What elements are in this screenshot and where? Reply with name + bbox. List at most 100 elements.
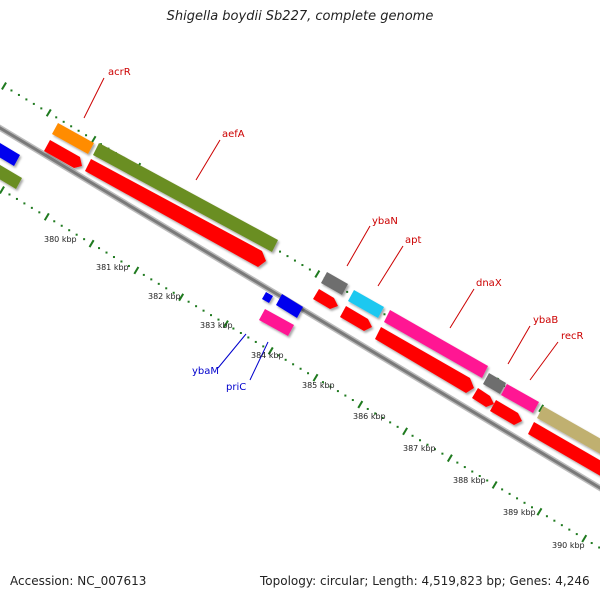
scale-dot (530, 506, 533, 509)
topology-text: Topology: circular; Length: 4,519,823 bp… (260, 574, 590, 588)
scale-dot (150, 278, 153, 281)
scale-dot (105, 251, 108, 254)
gene-recR[interactable] (501, 384, 539, 413)
scale-dot (30, 206, 33, 209)
gene-priC[interactable] (259, 309, 294, 336)
scale-dot (217, 318, 220, 321)
label-leaders (83, 77, 559, 381)
scale-dot (516, 497, 519, 500)
scale-dot (508, 492, 511, 495)
scale-dot (523, 501, 526, 504)
scale-dot (598, 546, 600, 549)
scale-dot (463, 466, 466, 469)
scale-tick (0, 186, 5, 194)
scale-dot (142, 273, 145, 276)
scale-dot (321, 381, 324, 384)
scale-dot (10, 89, 13, 92)
scale-tick (538, 404, 545, 413)
scale-dot (17, 93, 20, 96)
scale-tick (88, 239, 95, 248)
scale-dot (471, 470, 474, 473)
gene-dnaX[interactable] (384, 310, 488, 378)
scale-dot (381, 416, 384, 419)
scale-dot (254, 340, 257, 343)
cds-recR[interactable] (490, 400, 522, 425)
scale-dot (232, 327, 235, 330)
scale-tick (43, 212, 50, 221)
gene-acrR[interactable] (52, 123, 94, 154)
inner-scale-ring (0, 186, 600, 549)
kbp-label: 389 kbp (503, 508, 536, 517)
scale-dot (25, 98, 28, 101)
gene-ybaB[interactable] (483, 373, 506, 394)
gene-label-ybaB: ybaB (533, 315, 558, 326)
scale-dot (284, 358, 287, 361)
gene-label-recR: recR (561, 331, 584, 342)
gene-ybaM-small[interactable] (262, 292, 273, 303)
feature-blue-left[interactable] (0, 140, 20, 166)
scale-dot (68, 229, 71, 232)
kbp-label: 386 kbp (353, 412, 386, 421)
cds-ybaN[interactable] (313, 289, 338, 309)
kbp-label: 382 kbp (148, 292, 181, 301)
cds-apt[interactable] (340, 306, 372, 331)
scale-dot (62, 120, 65, 123)
scale-dot (32, 102, 35, 105)
scale-dot (70, 125, 73, 128)
gene-apt[interactable] (348, 290, 384, 318)
scale-dot (411, 434, 414, 437)
gene-label-acrR: acrR (108, 67, 131, 78)
scale-dot (441, 452, 444, 455)
scale-dot (383, 313, 386, 316)
gene-label-ybaN: ybaN (372, 216, 398, 227)
scale-dot (374, 412, 377, 415)
gene-label-ybaM: ybaM (192, 366, 219, 377)
map-title: Shigella boydii Sb227, complete genome (166, 9, 434, 24)
scale-dot (262, 345, 265, 348)
scale-tick (314, 270, 321, 278)
gene-label-priC: priC (226, 382, 246, 393)
cds-acrR[interactable] (44, 140, 82, 168)
scale-dot (165, 287, 168, 290)
accession-text: Accession: NC_007613 (10, 574, 147, 588)
scale-tick (133, 266, 140, 275)
scale-dot (419, 439, 422, 442)
gene-labels: acrR aefA ybaN apt dnaX ybaB recR ybaM p… (108, 67, 584, 393)
scale-dot (553, 519, 556, 522)
feature-olive-left[interactable] (0, 162, 22, 189)
gene-ybaM[interactable] (276, 294, 303, 318)
scale-dot (293, 259, 296, 262)
gene-aefA[interactable] (93, 143, 278, 252)
scale-dot (247, 336, 250, 339)
scale-dot (501, 488, 504, 491)
kbp-label: 383 kbp (200, 321, 233, 330)
scale-dot (568, 528, 571, 531)
cds-dnaX[interactable] (375, 327, 474, 393)
kbp-label: 384 kbp (251, 351, 284, 360)
gene-label-dnaX: dnaX (476, 278, 502, 289)
scale-dot (112, 256, 115, 259)
scale-dot (301, 264, 304, 267)
gene-label-apt: apt (405, 235, 421, 246)
gene-khaki-right[interactable] (537, 406, 600, 456)
kbp-label: 390 kbp (552, 541, 585, 550)
scale-dot (187, 300, 190, 303)
cds-ybaB[interactable] (472, 388, 494, 407)
scale-dot (346, 290, 349, 293)
scale-dot (286, 255, 289, 258)
scale-dot (590, 542, 593, 545)
scale-dot (202, 309, 205, 312)
cds-right[interactable] (528, 422, 600, 478)
scale-dot (433, 448, 436, 451)
scale-dot (38, 211, 41, 214)
gene-ybaN[interactable] (321, 272, 348, 295)
scale-tick (357, 400, 364, 409)
scale-dot (15, 197, 18, 200)
scale-tick (1, 82, 7, 90)
scale-dot (329, 385, 332, 388)
scale-tick (223, 320, 229, 329)
scale-dot (75, 233, 78, 236)
cds-aefA[interactable] (85, 159, 266, 267)
scale-dot (351, 399, 354, 402)
